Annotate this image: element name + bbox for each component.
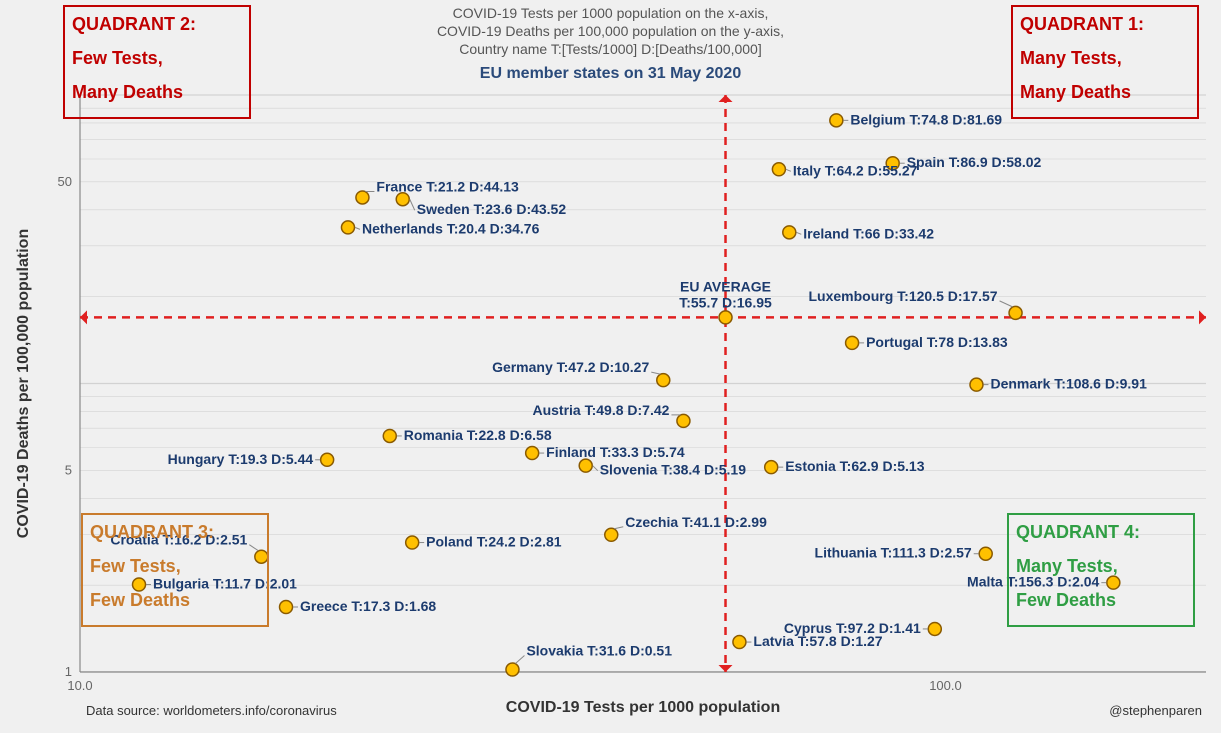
data-point [765, 461, 778, 474]
data-point [356, 191, 369, 204]
data-label: Netherlands T:20.4 D:34.76 [362, 220, 540, 236]
data-label: Poland T:24.2 D:2.81 [426, 534, 562, 550]
data-point [341, 221, 354, 234]
data-point [579, 459, 592, 472]
data-point [506, 663, 519, 676]
quadrant-label: Many Deaths [1020, 82, 1131, 102]
quadrant-label: QUADRANT 4: [1016, 522, 1140, 542]
credit: @stephenparen [1109, 703, 1202, 718]
data-point [383, 429, 396, 442]
quadrant-label: Few Tests, [72, 48, 163, 68]
data-label: Germany T:47.2 D:10.27 [492, 359, 649, 375]
data-point [396, 193, 409, 206]
quadrant-label: QUADRANT 2: [72, 14, 196, 34]
data-point [846, 336, 859, 349]
quadrant-label: Many Tests, [1020, 48, 1122, 68]
chart-title-line: COVID-19 Deaths per 100,000 population o… [437, 23, 784, 39]
data-point [677, 414, 690, 427]
data-label: Sweden T:23.6 D:43.52 [417, 201, 567, 217]
data-point [979, 547, 992, 560]
data-label: Finland T:33.3 D:5.74 [546, 444, 685, 460]
data-source: Data source: worldometers.info/coronavir… [86, 703, 337, 718]
data-point [280, 600, 293, 613]
data-label: Lithuania T:111.3 D:2.57 [815, 545, 972, 561]
chart-title-line: Country name T:[Tests/1000] D:[Deaths/10… [459, 41, 761, 57]
data-label: Hungary T:19.3 D:5.44 [168, 451, 314, 467]
quadrant-label: QUADRANT 3: [90, 522, 214, 542]
data-label: Estonia T:62.9 D:5.13 [785, 458, 924, 474]
eu-avg-marker [719, 311, 732, 324]
data-point [406, 536, 419, 549]
data-point [783, 226, 796, 239]
data-label: Latvia T:57.8 D:1.27 [753, 633, 882, 649]
data-label: Czechia T:41.1 D:2.99 [625, 514, 767, 530]
quadrant-label: Few Deaths [1016, 590, 1116, 610]
data-point [321, 453, 334, 466]
data-point [255, 550, 268, 563]
data-point [928, 622, 941, 635]
quadrant-label: Few Tests, [90, 556, 181, 576]
data-point [526, 447, 539, 460]
x-tick: 100.0 [929, 678, 962, 693]
data-point [657, 374, 670, 387]
data-label: Luxembourg T:120.5 D:17.57 [808, 288, 997, 304]
eu-avg-label: EU AVERAGE [680, 278, 771, 294]
data-label: Slovakia T:31.6 D:0.51 [526, 643, 672, 659]
data-label: Portugal T:78 D:13.83 [866, 334, 1008, 350]
data-label: Belgium T:74.8 D:81.69 [850, 111, 1002, 127]
quadrant-label: QUADRANT 1: [1020, 14, 1144, 34]
data-point [733, 636, 746, 649]
quadrant-label: Few Deaths [90, 590, 190, 610]
data-point [830, 114, 843, 127]
y-tick: 5 [65, 462, 72, 477]
data-label: Romania T:22.8 D:6.58 [404, 427, 552, 443]
y-tick: 50 [58, 174, 72, 189]
data-point [970, 378, 983, 391]
data-label: Denmark T:108.6 D:9.91 [990, 376, 1147, 392]
x-axis-title: COVID-19 Tests per 1000 population [506, 699, 780, 716]
quadrant-label: Many Deaths [72, 82, 183, 102]
y-axis-title: COVID-19 Deaths per 100,000 population [15, 229, 32, 538]
eu-avg-value: T:55.7 D:16.95 [679, 294, 772, 310]
data-label: Italy T:64.2 D:55.27 [793, 162, 918, 178]
data-point [1107, 576, 1120, 589]
data-point [1009, 306, 1022, 319]
data-label: Austria T:49.8 D:7.42 [532, 402, 669, 418]
data-label: Greece T:17.3 D:1.68 [300, 598, 436, 614]
data-label: Spain T:86.9 D:58.02 [907, 154, 1042, 170]
data-label: Slovenia T:38.4 D:5.19 [600, 462, 747, 478]
data-label: France T:21.2 D:44.13 [376, 178, 519, 194]
data-point [772, 163, 785, 176]
data-label: Ireland T:66 D:33.42 [803, 225, 934, 241]
data-point [605, 528, 618, 541]
data-label: Malta T:156.3 D:2.04 [967, 574, 1099, 590]
chart-title-line: COVID-19 Tests per 1000 population on th… [453, 5, 769, 21]
scatter-chart: 10.0 100.0 1 5 50 COVID-19 Tests per 1000 pop… [0, 0, 1221, 733]
chart-subtitle: EU member states on 31 May 2020 [480, 65, 742, 82]
y-tick: 1 [65, 664, 72, 679]
x-tick: 10.0 [67, 678, 92, 693]
quadrant-label: Many Tests, [1016, 556, 1118, 576]
chart-svg: 10.0 100.0 1 5 50 COVID-19 Tests per 1000 pop… [0, 0, 1221, 733]
